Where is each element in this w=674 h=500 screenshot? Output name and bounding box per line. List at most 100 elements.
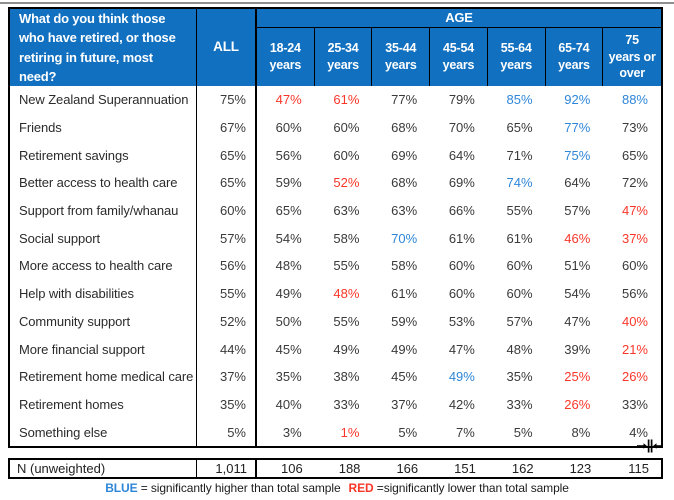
value-cell: 40% — [257, 390, 315, 419]
value-cell: 55% — [314, 252, 373, 280]
value-cell: 3% — [257, 418, 315, 446]
value-cell: 25% — [545, 362, 604, 391]
value-cell: 61% — [430, 224, 488, 253]
value-cell: 68% — [372, 113, 431, 142]
value-cell: 59% — [372, 307, 431, 336]
value-cell: 51% — [545, 252, 604, 280]
value-cell: 46% — [545, 224, 604, 253]
all-value-cell: 75% — [197, 86, 257, 114]
n-value-cell: 123 — [569, 461, 592, 476]
legend-blue-word: BLUE — [105, 481, 138, 495]
value-cell: 54% — [545, 279, 604, 308]
value-cell: 63% — [372, 196, 431, 225]
value-cell: 47% — [545, 307, 604, 336]
row-label-cell: More financial support — [10, 335, 197, 363]
value-cell: 69% — [372, 141, 431, 170]
age-group-header: AGE — [257, 9, 661, 28]
crop-edge-line — [0, 2, 674, 4]
value-cell: 35% — [257, 362, 315, 391]
value-cell: 75% — [545, 141, 604, 170]
value-cell: 47% — [257, 86, 315, 114]
age-column-header: 35-44 years — [372, 28, 431, 86]
value-cell: 33% — [487, 390, 546, 419]
n-row-label: N (unweighted) — [10, 460, 197, 477]
value-cell: 69% — [430, 169, 488, 197]
all-value-cell: 35% — [197, 390, 257, 419]
n-value-cell: 151 — [454, 461, 476, 476]
value-cell: 48% — [314, 279, 373, 308]
all-value-cell: 67% — [197, 113, 257, 142]
value-cell: 5% — [487, 418, 546, 446]
all-value-cell: 56% — [197, 252, 257, 280]
value-cell: 47% — [603, 196, 661, 225]
value-cell: 77% — [545, 113, 604, 142]
row-label-cell: Friends — [10, 113, 197, 142]
value-cell: 49% — [314, 335, 373, 363]
value-cell: 65% — [257, 196, 315, 225]
value-cell: 8% — [545, 418, 604, 446]
value-cell: 77% — [372, 86, 431, 114]
value-cell: 57% — [545, 196, 604, 225]
value-cell: 21% — [603, 335, 661, 363]
value-cell: 49% — [430, 362, 488, 391]
legend-red-word: RED — [348, 481, 374, 495]
value-cell: 63% — [314, 196, 373, 225]
value-cell: 56% — [603, 279, 661, 308]
n-value-cell: 166 — [396, 461, 419, 476]
value-cell: 33% — [603, 390, 661, 419]
value-cell: 45% — [372, 362, 431, 391]
value-cell: 71% — [487, 141, 546, 170]
value-cell: 70% — [372, 224, 431, 253]
value-cell: 59% — [257, 169, 315, 197]
age-column-header: 25-34 years — [314, 28, 373, 86]
value-cell: 54% — [257, 224, 315, 253]
value-cell: 60% — [314, 141, 373, 170]
value-cell: 61% — [372, 279, 431, 308]
all-value-cell: 52% — [197, 307, 257, 336]
n-unweighted-table: N (unweighted) 1,011 106 188 166 151 162 123 1… — [8, 458, 663, 479]
value-cell: 26% — [545, 390, 604, 419]
value-cell: 47% — [430, 335, 488, 363]
value-cell: 33% — [314, 390, 373, 419]
value-cell: 60% — [430, 279, 488, 308]
value-cell: 72% — [603, 169, 661, 197]
value-cell: 66% — [430, 196, 488, 225]
value-cell: 49% — [257, 279, 315, 308]
value-cell: 61% — [487, 224, 546, 253]
value-cell: 60% — [603, 252, 661, 280]
value-cell: 38% — [314, 362, 373, 391]
row-label-cell: Community support — [10, 307, 197, 336]
question-header-cell: What do you think those who have retired… — [10, 9, 197, 86]
all-value-cell: 60% — [197, 196, 257, 225]
value-cell: 58% — [314, 224, 373, 253]
row-label-cell: Retirement homes — [10, 390, 197, 419]
row-label-cell: Support from family/whanau — [10, 196, 197, 225]
value-cell: 64% — [545, 169, 604, 197]
value-cell: 73% — [603, 113, 661, 142]
value-cell: 4% — [603, 418, 661, 446]
value-cell: 52% — [314, 169, 373, 197]
column-resize-cursor-icon — [637, 439, 663, 453]
value-cell: 55% — [487, 196, 546, 225]
value-cell: 26% — [603, 362, 661, 391]
value-cell: 49% — [372, 335, 431, 363]
row-label-cell: Retirement savings — [10, 141, 197, 170]
age-column-header: 65-74 years — [545, 28, 604, 86]
value-cell: 60% — [257, 113, 315, 142]
age-column-header: 18-24 years — [257, 28, 315, 86]
value-cell: 50% — [257, 307, 315, 336]
age-column-header: 55-64 years — [487, 28, 546, 86]
row-label-cell: Social support — [10, 224, 197, 253]
row-label-cell: Retirement home medical care — [10, 362, 197, 391]
n-value-cell: 162 — [511, 461, 534, 476]
value-cell: 48% — [487, 335, 546, 363]
value-cell: 65% — [603, 141, 661, 170]
value-cell: 68% — [372, 169, 431, 197]
value-cell: 60% — [314, 113, 373, 142]
value-cell: 88% — [603, 86, 661, 114]
value-cell: 55% — [314, 307, 373, 336]
value-cell: 35% — [487, 362, 546, 391]
value-cell: 85% — [487, 86, 546, 114]
value-cell: 70% — [430, 113, 488, 142]
all-value-cell: 55% — [197, 279, 257, 308]
